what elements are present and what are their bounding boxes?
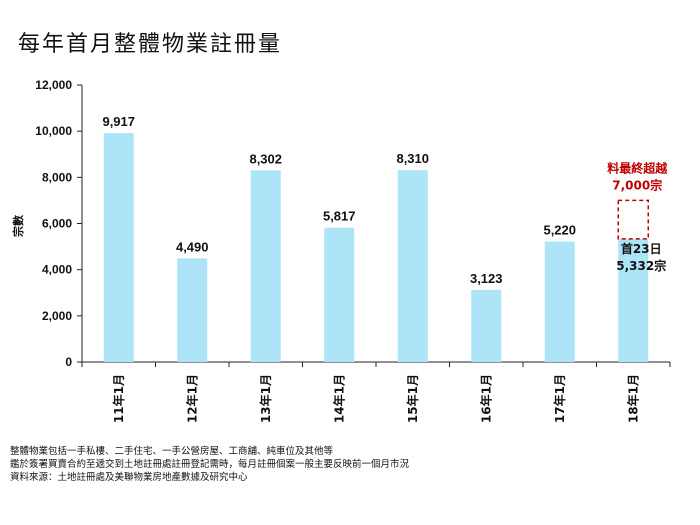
bar <box>324 227 355 362</box>
projection-label: 料最終超越 <box>607 160 668 175</box>
last-bar-value-label: 5,332宗 <box>616 258 666 273</box>
y-tick-label: 2,000 <box>42 309 72 323</box>
projection-value-label: 7,000宗 <box>612 177 662 192</box>
bar <box>397 170 428 362</box>
bar <box>103 133 134 362</box>
footnote-line: 資料來源：土地註冊處及美聯物業房地產數據及研究中心 <box>10 472 248 483</box>
bar-value-label: 5,220 <box>543 223 576 238</box>
y-axis-title: 宗數 <box>11 215 25 237</box>
x-tick-label: 14年1月 <box>331 374 346 423</box>
bar <box>471 289 502 362</box>
y-tick-label: 12,000 <box>35 78 72 92</box>
y-tick-label: 6,000 <box>42 217 72 231</box>
bar-value-label: 9,917 <box>102 114 135 129</box>
bar <box>618 238 649 362</box>
bar <box>250 170 281 362</box>
bar <box>177 258 208 362</box>
x-tick-label: 13年1月 <box>258 374 273 423</box>
y-tick-label: 10,000 <box>35 124 72 138</box>
x-tick-label: 16年1月 <box>478 374 493 423</box>
x-tick-label: 12年1月 <box>184 374 199 423</box>
y-tick-label: 8,000 <box>42 170 72 184</box>
chart-title: 每年首月整體物業註冊量 <box>18 32 283 57</box>
bar <box>544 241 575 362</box>
footnotes: 整體物業包括一手私樓、二手住宅、一手公營房屋、工商舖、純車位及其他等 鑑於簽署買… <box>10 445 409 484</box>
bar-value-label: 5,817 <box>323 209 356 224</box>
x-tick-label: 15年1月 <box>405 374 420 423</box>
x-tick-label: 18年1月 <box>625 374 640 423</box>
projection-box <box>617 199 649 240</box>
x-tick-label: 11年1月 <box>111 374 126 423</box>
footnote-line: 整體物業包括一手私樓、二手住宅、一手公營房屋、工商舖、純車位及其他等 <box>10 446 334 457</box>
bar-value-label: 3,123 <box>470 271 503 286</box>
bar-value-label: 8,302 <box>249 151 282 166</box>
y-tick-label: 4,000 <box>42 263 72 277</box>
last-bar-note: 首23日 <box>621 241 662 256</box>
bar-value-label: 4,490 <box>176 239 209 254</box>
bar-value-label: 8,310 <box>396 151 429 166</box>
y-tick-label: 0 <box>65 355 72 369</box>
footnote-line: 鑑於簽署買賣合約至遞交到土地註冊處註冊登記需時，每月註冊個案一般主要反映前一個月… <box>10 459 410 470</box>
x-tick-label: 17年1月 <box>552 374 567 423</box>
bar-chart: 0 2,000 4,000 6,000 8,000 10,000 12,000 宗數 9,917… <box>11 78 671 423</box>
